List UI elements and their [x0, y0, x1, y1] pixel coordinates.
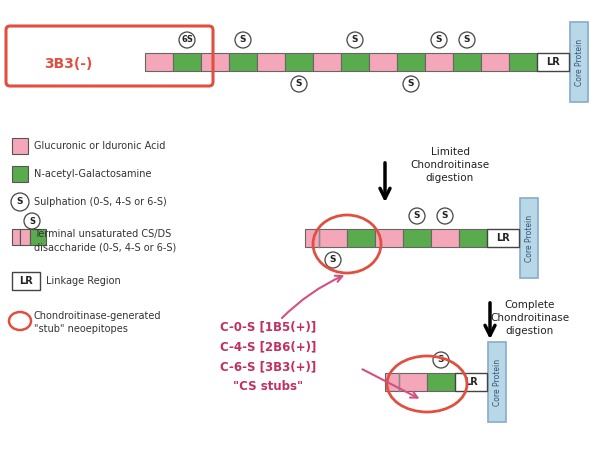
Text: Sulphation (0-S, 4-S or 6-S): Sulphation (0-S, 4-S or 6-S) [34, 197, 167, 207]
Bar [431, 229, 459, 247]
Text: Core Protein: Core Protein [575, 38, 584, 86]
Bar [257, 53, 285, 71]
Text: Terminal unsaturated CS/DS
disaccharide (0-S, 4-S or 6-S): Terminal unsaturated CS/DS disaccharide … [34, 229, 176, 252]
Circle shape [291, 76, 307, 92]
Bar [145, 53, 173, 71]
Bar [341, 53, 369, 71]
Bar [347, 229, 375, 247]
Text: C-0-S [1B5(+)]
C-4-S [2B6(+)]
C-6-S [3B3(+)]
"CS stubs": C-0-S [1B5(+)] C-4-S [2B6(+)] C-6-S [3B3… [220, 320, 316, 393]
Bar [375, 229, 403, 247]
Bar [313, 53, 341, 71]
Bar [427, 373, 455, 391]
Text: S: S [296, 79, 302, 88]
Text: Limited
Chondroitinase
digestion: Limited Chondroitinase digestion [411, 147, 490, 184]
Text: Chondroitinase-generated
"stub" neoepitopes: Chondroitinase-generated "stub" neoepito… [34, 311, 162, 334]
Bar [509, 53, 537, 71]
Bar [425, 53, 453, 71]
Circle shape [24, 213, 40, 229]
Bar [20, 229, 30, 245]
Text: 6S: 6S [181, 36, 193, 45]
Bar [399, 373, 427, 391]
Bar [385, 373, 399, 391]
Bar [453, 53, 481, 71]
Bar [319, 229, 347, 247]
Text: LR: LR [464, 377, 478, 387]
Text: S: S [240, 36, 246, 45]
Circle shape [325, 252, 341, 268]
Text: S: S [436, 36, 442, 45]
Bar [455, 373, 487, 391]
Text: 3B3(-): 3B3(-) [44, 57, 92, 71]
Text: S: S [464, 36, 470, 45]
Bar [12, 272, 40, 290]
Bar [12, 229, 20, 245]
Bar [570, 22, 588, 102]
Bar [173, 53, 201, 71]
Text: S: S [438, 355, 444, 364]
Bar [12, 138, 28, 154]
Bar [201, 53, 229, 71]
Circle shape [347, 32, 363, 48]
Text: Linkage Region: Linkage Region [46, 276, 121, 286]
Text: S: S [29, 216, 35, 226]
Text: Core Protein: Core Protein [525, 214, 533, 262]
Circle shape [431, 32, 447, 48]
Circle shape [179, 32, 195, 48]
Bar [305, 229, 319, 247]
Bar [520, 198, 538, 278]
Bar [487, 229, 519, 247]
Text: S: S [442, 212, 448, 221]
Bar [459, 229, 487, 247]
Text: Complete
Chondroitinase
digestion: Complete Chondroitinase digestion [490, 300, 569, 336]
Bar [30, 229, 46, 245]
Text: S: S [17, 198, 23, 207]
Bar [403, 229, 431, 247]
Bar [229, 53, 257, 71]
Bar [369, 53, 397, 71]
Bar [397, 53, 425, 71]
Text: LR: LR [546, 57, 560, 67]
Circle shape [437, 208, 453, 224]
Text: LR: LR [19, 276, 33, 286]
Bar [285, 53, 313, 71]
Text: N-acetyl-Galactosamine: N-acetyl-Galactosamine [34, 169, 152, 179]
Bar [481, 53, 509, 71]
Circle shape [409, 208, 425, 224]
Text: S: S [352, 36, 358, 45]
Bar [488, 342, 506, 422]
Bar [537, 53, 569, 71]
Text: Core Protein: Core Protein [493, 359, 502, 405]
Circle shape [403, 76, 419, 92]
Text: S: S [408, 79, 414, 88]
Text: LR: LR [496, 233, 510, 243]
Circle shape [11, 193, 29, 211]
Bar [12, 166, 28, 182]
Text: S: S [330, 256, 336, 264]
Circle shape [235, 32, 251, 48]
Text: Glucuronic or Iduronic Acid: Glucuronic or Iduronic Acid [34, 141, 165, 151]
Text: S: S [414, 212, 420, 221]
Circle shape [433, 352, 449, 368]
Circle shape [459, 32, 475, 48]
